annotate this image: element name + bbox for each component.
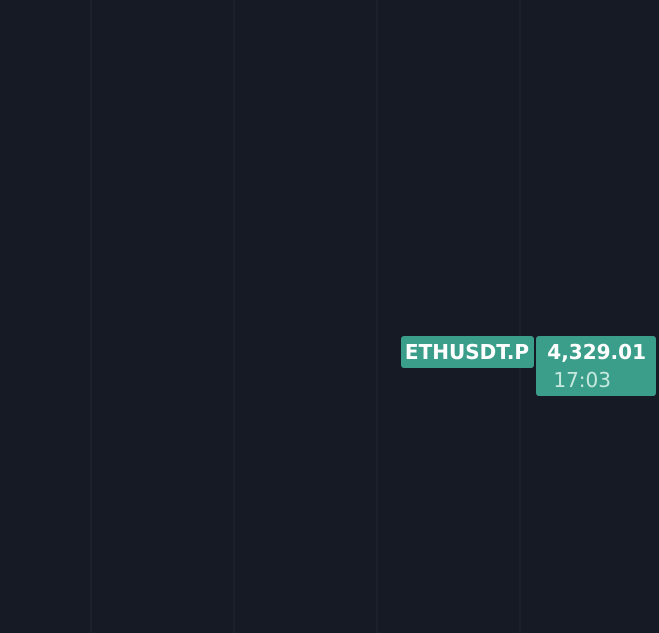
current-price-tag-background bbox=[536, 336, 656, 396]
symbol-label: ETHUSDT.P bbox=[405, 340, 529, 364]
countdown-label: 17:03 bbox=[553, 368, 611, 392]
current-price-tag: 4,329.01 17:03 bbox=[536, 336, 656, 396]
current-price-label: 4,329.01 bbox=[547, 340, 646, 364]
symbol-tag-background bbox=[401, 336, 534, 368]
symbol-tag: ETHUSDT.P bbox=[401, 336, 534, 368]
grid-lines bbox=[90, 0, 521, 633]
